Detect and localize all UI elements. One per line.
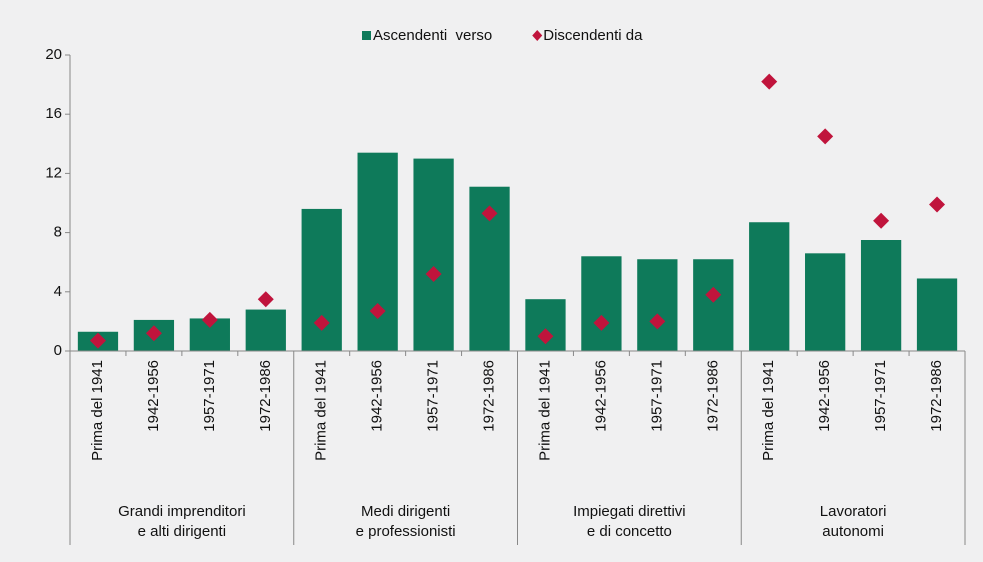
x-tick-label: 1972-1986	[928, 360, 945, 432]
diamond-marker	[89, 332, 106, 349]
diamond-marker	[145, 325, 162, 342]
group-label: Grandi imprenditori	[118, 503, 246, 520]
x-tick-label: 1957-1971	[648, 360, 665, 432]
diamond-marker	[761, 73, 778, 90]
diamond-marker	[929, 196, 946, 213]
bar	[413, 158, 454, 351]
diamond-marker	[369, 303, 386, 320]
bar	[860, 240, 902, 351]
diamond-marker	[425, 266, 442, 283]
y-tick-label: 4	[54, 283, 62, 300]
x-tick-label: Prima del 1941	[89, 360, 106, 461]
bar	[749, 222, 790, 351]
bar	[916, 278, 958, 351]
group-label: Impiegati direttivi	[573, 503, 686, 520]
bar	[245, 309, 286, 351]
diamond-marker	[593, 314, 610, 331]
bar	[805, 253, 846, 351]
y-tick-label: 12	[45, 164, 62, 181]
x-tick-label: 1957-1971	[872, 360, 889, 432]
diamond-marker	[705, 286, 722, 303]
y-tick-label: 0	[54, 342, 62, 359]
x-tick-label: 1957-1971	[201, 360, 218, 432]
bar	[581, 256, 622, 351]
y-tick-label: 20	[45, 46, 62, 63]
x-tick-label: Prima del 1941	[760, 360, 777, 461]
x-tick-label: 1972-1986	[481, 360, 498, 432]
y-tick-label: 8	[54, 224, 62, 241]
x-tick-label: Prima del 1941	[313, 360, 330, 461]
x-tick-label: 1972-1986	[257, 360, 274, 432]
legend-label: Discendenti da	[543, 27, 643, 44]
group-label: e professionisti	[356, 523, 456, 540]
bar	[693, 259, 734, 351]
diamond-marker	[817, 128, 834, 145]
diamond-marker	[313, 314, 330, 331]
bar	[357, 152, 398, 351]
y-tick-label: 16	[45, 105, 62, 122]
group-label: Lavoratori	[820, 503, 887, 520]
legend-swatch	[362, 31, 371, 40]
diamond-marker	[649, 313, 666, 330]
legend-label: Ascendenti verso	[373, 27, 492, 44]
group-label: e alti dirigenti	[138, 523, 226, 540]
group-label: autonomi	[822, 523, 884, 540]
x-tick-label: Prima del 1941	[536, 360, 553, 461]
legend-swatch	[532, 30, 543, 41]
group-label: e di concetto	[587, 523, 672, 540]
x-tick-label: 1942-1956	[816, 360, 833, 432]
diamond-marker	[873, 212, 890, 229]
x-tick-label: 1942-1956	[369, 360, 386, 432]
diamond-marker	[537, 328, 554, 345]
x-tick-label: 1942-1956	[145, 360, 162, 432]
group-label: Medi dirigenti	[361, 503, 450, 520]
x-tick-label: 1942-1956	[592, 360, 609, 432]
bar	[637, 259, 678, 351]
diamond-marker	[201, 311, 218, 328]
x-tick-label: 1972-1986	[704, 360, 721, 432]
x-tick-label: 1957-1971	[425, 360, 442, 432]
diamond-marker	[257, 291, 274, 308]
diamond-marker	[481, 205, 498, 222]
